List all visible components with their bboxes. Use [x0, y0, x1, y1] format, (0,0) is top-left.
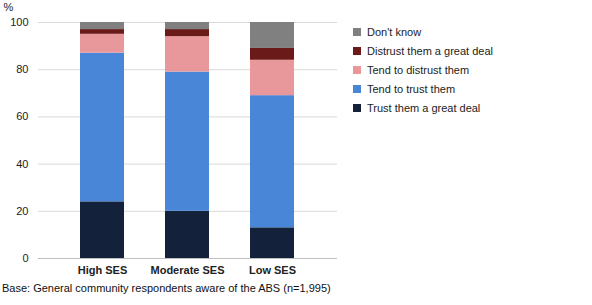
svg-text:60: 60	[16, 110, 28, 122]
html-text:Tend to trust them: Tend to trust them	[367, 82, 455, 95]
html-text:Tend to distrust them: Tend to distrust them	[367, 63, 470, 76]
svg-text:40: 40	[16, 158, 28, 170]
svg-text:Low SES: Low SES	[249, 264, 296, 276]
svg-text:%: %	[4, 1, 14, 13]
svg-text:80: 80	[16, 63, 28, 75]
html-text:Base: General community respon: Base: General community respondents awar…	[2, 282, 331, 294]
svg-text:Moderate SES: Moderate SES	[151, 264, 225, 276]
svg-text:High SES: High SES	[78, 264, 128, 276]
svg-text:0: 0	[22, 252, 28, 264]
svg-text:100: 100	[10, 16, 28, 28]
html-text:Distrust them a great deal: Distrust them a great deal	[367, 44, 493, 57]
html-text:Trust them a great deal: Trust them a great deal	[367, 101, 481, 114]
svg-text:20: 20	[16, 205, 28, 217]
html-text:Don't know: Don't know	[367, 25, 422, 38]
